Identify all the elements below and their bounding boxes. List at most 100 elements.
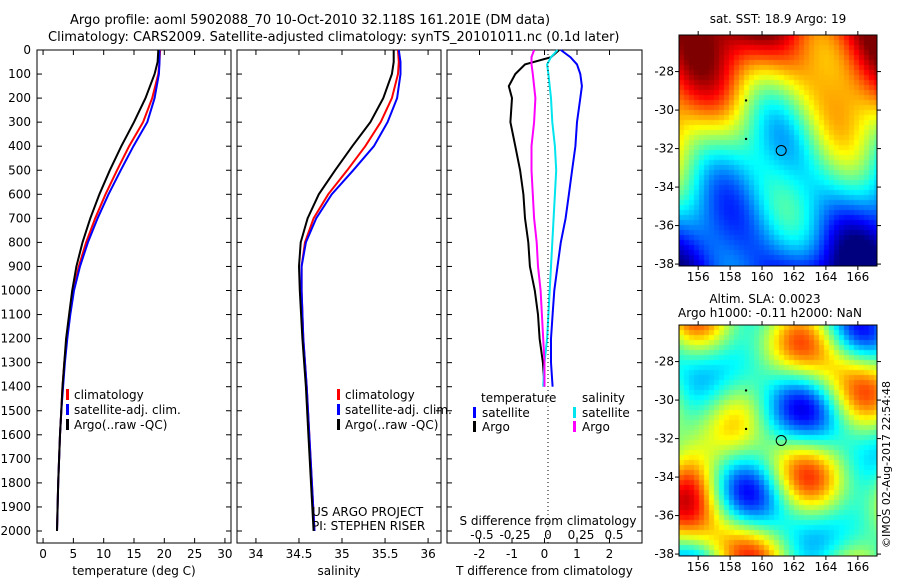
map-y-tick-label: -38 (654, 547, 674, 561)
x-axis-label: T difference from climatology (455, 564, 633, 578)
x2-tick-label: 0 (544, 528, 552, 542)
previous-profile-marker (744, 427, 748, 431)
legend-label-climatology: climatology (345, 388, 415, 402)
map-x-tick-label: 160 (751, 560, 774, 574)
y-tick-label: 1800 (0, 476, 31, 490)
series-line-t-argo (507, 49, 560, 387)
map-x-tick-label: 162 (783, 270, 806, 284)
y-tick-label: 1200 (0, 332, 31, 346)
map-x-tick-label: 158 (719, 560, 742, 574)
x-tick-label: 0 (39, 547, 47, 561)
legend-swatch-argo (473, 421, 476, 432)
y-tick-label: 1400 (0, 380, 31, 394)
timestamp: ©IMOS 02-Aug-2017 22:54:48 (880, 381, 893, 548)
series-line-argo-raw-qc- (56, 49, 160, 532)
map-y-tick-label: -34 (654, 180, 674, 194)
sst-map-image (679, 35, 877, 266)
map-x-tick-label: 158 (719, 270, 742, 284)
x-tick-label: 15 (126, 547, 141, 561)
legend-swatch-sal_argo (573, 421, 576, 432)
sla-map-image (679, 325, 877, 556)
x-tick-label: 10 (96, 547, 111, 561)
x2-tick-label: 0.25 (568, 528, 595, 542)
x2-axis-label: S difference from climatology (460, 514, 637, 528)
legend-label-sal_satellite: satellite (582, 406, 630, 420)
map-y-tick-label: -32 (654, 432, 674, 446)
legend-label-argo: Argo (482, 420, 510, 434)
y-tick-label: 100 (8, 67, 31, 81)
legend-title-temperature: temperature (481, 391, 556, 405)
x-tick-label: 34 (248, 547, 263, 561)
map-x-tick-label: 156 (687, 560, 710, 574)
previous-profile-marker (744, 389, 748, 392)
map-y-tick-label: -36 (654, 219, 674, 233)
map-y-tick-label: -30 (654, 103, 674, 117)
y-tick-label: 900 (8, 259, 31, 273)
legend-label-argo: Argo(..raw -QC) (74, 418, 167, 432)
map-y-tick-label: -36 (654, 509, 674, 523)
legend-swatch-satellite (337, 404, 340, 415)
y-tick-label: 1900 (0, 500, 31, 514)
pi-annotation: PI: STEPHEN RISER (312, 519, 425, 533)
profile-location-marker (775, 435, 787, 446)
map-frame (678, 34, 878, 267)
y-tick-label: 1700 (0, 452, 31, 466)
x-tick-label: 0 (541, 547, 549, 561)
figure-title-line1: Argo profile: aoml 5902088_70 10-Oct-201… (70, 13, 551, 28)
x-tick-label: 34.5 (286, 547, 313, 561)
y-tick-label: 2000 (0, 524, 31, 538)
y-tick-label: 1000 (0, 284, 31, 298)
map-y-tick-label: -34 (654, 470, 674, 484)
map-y-tick-label: -32 (654, 142, 674, 156)
x-tick-label: -1 (506, 547, 518, 561)
y-tick-label: 0 (23, 43, 31, 57)
x-tick-label: 25 (187, 547, 202, 561)
plot-frame-salinity (236, 49, 442, 544)
legend-swatch-argo (66, 419, 69, 430)
profile-location-marker (775, 145, 787, 156)
figure-title-line2: Climatology: CARS2009. Satellite-adjuste… (48, 30, 620, 45)
pi-annotation: US ARGO PROJECT (312, 505, 424, 519)
map-y-tick-label: -38 (654, 257, 674, 271)
x-tick-label: 20 (157, 547, 172, 561)
y-tick-label: 200 (8, 91, 31, 105)
series-line-argo-raw-qc- (297, 50, 395, 532)
y-tick-label: 1500 (0, 404, 31, 418)
map-y-tick-label: -28 (654, 355, 674, 369)
x-tick-label: 5 (70, 547, 78, 561)
map-x-tick-label: 162 (783, 560, 806, 574)
y-tick-label: 600 (8, 187, 31, 201)
sst-map-title: sat. SST: 18.9 Argo: 19 (710, 12, 847, 26)
x-axis-label: salinity (317, 564, 360, 578)
legend-label-climatology: climatology (74, 388, 144, 402)
legend-swatch-sal_satellite (573, 407, 576, 418)
map-x-tick-label: 160 (751, 270, 774, 284)
x-tick-label: -2 (474, 547, 486, 561)
legend-swatch-argo (337, 419, 340, 430)
map-x-tick-label: 164 (814, 560, 837, 574)
x-tick-label: 35.5 (372, 547, 399, 561)
map-x-tick-label: 164 (814, 270, 837, 284)
y-tick-label: 1300 (0, 356, 31, 370)
legend-title-salinity: salinity (582, 391, 625, 405)
map-y-tick-label: -30 (654, 393, 674, 407)
map-frame (678, 324, 878, 557)
series-line-s-argo (530, 49, 546, 387)
y-tick-label: 500 (8, 163, 31, 177)
x-tick-label: 36 (420, 547, 435, 561)
x2-tick-label: 0.5 (604, 528, 623, 542)
sla-map-title: Altim. SLA: 0.0023 (709, 292, 820, 306)
y-tick-label: 1100 (0, 308, 31, 322)
y-tick-label: 800 (8, 235, 31, 249)
x2-tick-label: -0.25 (499, 528, 530, 542)
previous-profile-marker (744, 99, 748, 102)
legend-swatch-climatology (66, 389, 69, 400)
series-line-t-satellite (550, 49, 583, 387)
legend-label-argo: Argo(..raw -QC) (345, 418, 438, 432)
map-x-tick-label: 166 (846, 270, 869, 284)
legend-swatch-climatology (337, 389, 340, 400)
x-tick-label: 35 (334, 547, 349, 561)
legend-label-satellite: satellite (482, 406, 530, 420)
x-tick-label: 30 (217, 547, 232, 561)
y-tick-label: 1600 (0, 428, 31, 442)
